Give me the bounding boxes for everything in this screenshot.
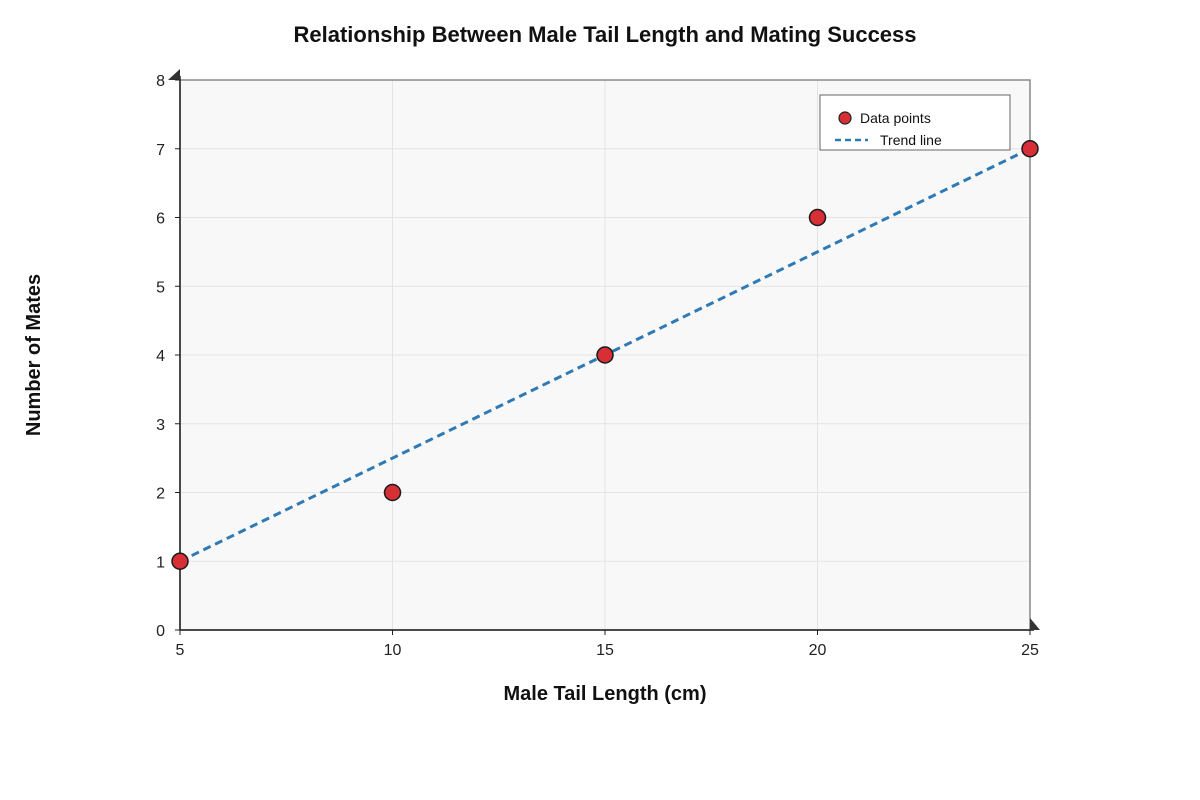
legend-label-trend-line: Trend line xyxy=(880,132,942,148)
x-axis-title: Male Tail Length (cm) xyxy=(504,683,707,705)
axis-ticks: 0 1 2 3 4 5 6 7 8 5 10 15 20 25 xyxy=(156,73,1039,659)
data-point xyxy=(1021,140,1039,158)
y-tick-label: 0 xyxy=(156,623,165,640)
y-tick-label: 4 xyxy=(156,348,165,365)
x-axis-arrow-icon xyxy=(1030,618,1040,630)
y-tick-label: 7 xyxy=(156,142,165,159)
legend-label-data-points: Data points xyxy=(860,110,931,126)
x-tick-label: 20 xyxy=(809,642,827,659)
x-tick-label: 25 xyxy=(1021,642,1039,659)
legend-box xyxy=(819,94,1011,151)
y-axis-arrow-icon xyxy=(168,69,180,80)
x-tick-label: 15 xyxy=(596,642,614,659)
y-tick-label: 2 xyxy=(156,486,165,503)
y-tick-label: 3 xyxy=(156,417,165,434)
y-axis-title: Number of Mates xyxy=(23,274,45,436)
legend-marker-data-points xyxy=(838,111,852,125)
data-point xyxy=(596,346,614,364)
y-tick-label: 8 xyxy=(156,73,165,90)
data-point xyxy=(383,483,402,502)
y-tick-label: 5 xyxy=(156,279,165,296)
legend: Data points Trend line xyxy=(819,94,1011,151)
y-tick-label: 1 xyxy=(156,554,165,571)
data-point xyxy=(171,552,189,570)
x-tick-label: 10 xyxy=(384,642,402,659)
data-point xyxy=(808,208,827,227)
y-tick-label: 6 xyxy=(156,211,165,228)
chart-title: Relationship Between Male Tail Length an… xyxy=(293,22,917,47)
x-tick-label: 5 xyxy=(176,642,185,659)
series-layer xyxy=(171,140,1039,570)
